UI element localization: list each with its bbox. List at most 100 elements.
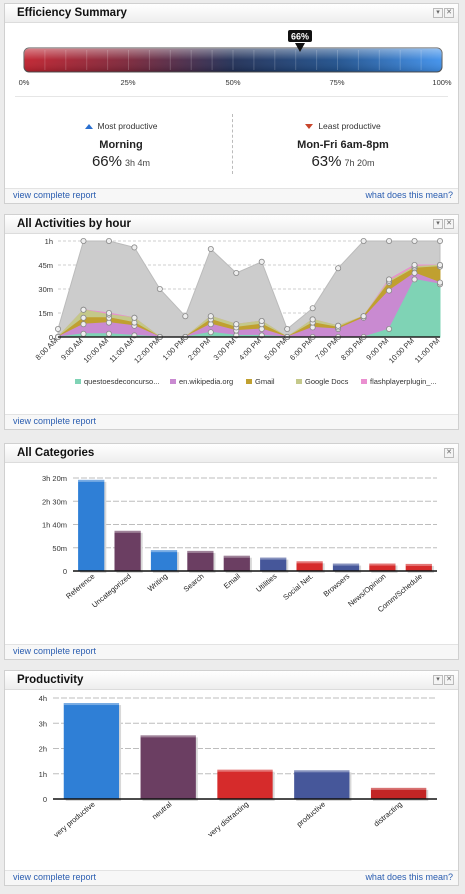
categories-panel: All Categories ✕ 0 50m 1h 40m 2h 30m 3h 20m R… bbox=[4, 443, 459, 660]
gauge-tick-label-100: 100% bbox=[432, 78, 452, 87]
gauge-tick-label-50: 50% bbox=[225, 78, 240, 87]
x-tick-label: Browsers bbox=[322, 571, 352, 598]
bar-search[interactable] bbox=[187, 550, 214, 571]
x-tick-label: 1:00 PM bbox=[161, 336, 187, 362]
data-point bbox=[105, 238, 112, 244]
data-point bbox=[182, 313, 189, 320]
bar-email[interactable] bbox=[223, 555, 250, 571]
data-point bbox=[436, 238, 443, 244]
bar-distracting[interactable] bbox=[370, 787, 427, 799]
data-point bbox=[156, 286, 163, 293]
minimize-icon[interactable]: ▾ bbox=[433, 8, 443, 18]
data-point bbox=[360, 313, 367, 320]
data-point bbox=[258, 258, 265, 265]
minimize-icon[interactable]: ▾ bbox=[433, 219, 443, 229]
x-tick-label: Social Net. bbox=[281, 572, 315, 602]
x-tick-label: productive bbox=[295, 800, 327, 829]
view-complete-report-link[interactable]: view complete report bbox=[13, 190, 97, 200]
bar-highlight bbox=[217, 769, 273, 772]
x-tick-label: Email bbox=[222, 571, 242, 590]
x-tick-label: Utilities bbox=[254, 571, 278, 594]
gauge-tick-label-75: 75% bbox=[329, 78, 344, 87]
activities-footer: view complete report bbox=[5, 414, 458, 429]
y-tick-label: 0 bbox=[43, 795, 47, 804]
least-productive-time: 7h 20m bbox=[344, 158, 375, 168]
activities-header: All Activities by hour ▾ ✕ bbox=[5, 215, 458, 234]
bar-highlight bbox=[63, 703, 120, 706]
categories-title: All Categories bbox=[17, 447, 95, 459]
bar-writing[interactable] bbox=[150, 550, 178, 571]
bar-news-opinion[interactable] bbox=[369, 563, 396, 571]
y-tick-label: 3h bbox=[39, 719, 47, 728]
gauge-tick-label-25: 25% bbox=[120, 78, 135, 87]
legend-label: questoesdeconcurso... bbox=[84, 377, 159, 386]
gauge-value-badge bbox=[288, 30, 312, 42]
efficiency-summary-header: Efficiency Summary ▾ ✕ bbox=[5, 4, 458, 23]
bar-neutral[interactable] bbox=[140, 735, 196, 799]
minimize-icon[interactable]: ▾ bbox=[433, 675, 443, 685]
data-point bbox=[386, 276, 393, 283]
bar-browsers[interactable] bbox=[332, 563, 360, 571]
legend-swatch bbox=[170, 379, 176, 384]
legend-label: en.wikipedia.org bbox=[179, 377, 233, 386]
data-point bbox=[284, 326, 291, 333]
bar-reference[interactable] bbox=[78, 479, 105, 571]
productivity-header: Productivity ▾ ✕ bbox=[5, 671, 458, 690]
bar-comm-schedule[interactable] bbox=[405, 563, 432, 571]
bar-very-productive[interactable] bbox=[63, 703, 120, 799]
x-tick-label: 11:00 AM bbox=[107, 336, 135, 364]
close-icon[interactable]: ✕ bbox=[444, 8, 454, 18]
least-productive-percent: 63% bbox=[311, 153, 342, 170]
x-tick-label: 8:00 AM bbox=[34, 336, 60, 362]
x-tick-label: 4:00 PM bbox=[237, 336, 263, 362]
data-point bbox=[436, 261, 443, 268]
most-productive-caption: Most productive bbox=[97, 121, 158, 131]
bar-very-distracting[interactable] bbox=[217, 769, 273, 799]
y-tick-label: 50m bbox=[52, 544, 67, 553]
data-point bbox=[335, 322, 342, 329]
efficiency-summary-title: Efficiency Summary bbox=[17, 7, 127, 19]
productivity-chart: 0 1h 2h 3h 4h very productive neutral very dist… bbox=[39, 694, 437, 840]
bar-highlight bbox=[223, 555, 250, 558]
bar-uncategorized[interactable] bbox=[114, 530, 141, 571]
data-point bbox=[55, 326, 62, 333]
productivity-panel: Productivity ▾ ✕ 0 1h 2h 3h 4h very productiv… bbox=[4, 670, 459, 886]
x-tick-label: 7:00 PM bbox=[313, 336, 339, 362]
categories-footer: view complete report bbox=[5, 644, 458, 659]
y-tick-label: 0 bbox=[49, 333, 53, 342]
y-tick-label: 0 bbox=[63, 567, 67, 576]
data-point bbox=[105, 330, 112, 337]
gauge-tick-label-0: 0% bbox=[19, 78, 30, 87]
legend-swatch bbox=[296, 379, 302, 384]
view-complete-report-link[interactable]: view complete report bbox=[13, 646, 97, 656]
close-icon[interactable]: ✕ bbox=[444, 448, 454, 458]
bar-social-net-[interactable] bbox=[296, 561, 323, 571]
x-tick-label: 2:00 PM bbox=[186, 336, 212, 362]
least-productive-caption: Least productive bbox=[318, 121, 381, 131]
most-productive-label: Morning bbox=[99, 139, 143, 151]
bar-highlight bbox=[405, 563, 432, 566]
bar-highlight bbox=[150, 550, 178, 553]
y-tick-label: 30m bbox=[38, 285, 53, 294]
view-complete-report-link[interactable]: view complete report bbox=[13, 872, 97, 882]
bar-highlight bbox=[114, 530, 141, 533]
view-complete-report-link[interactable]: view complete report bbox=[13, 416, 97, 426]
data-point bbox=[80, 330, 87, 337]
x-tick-label: Reference bbox=[64, 572, 96, 601]
least-productive-label: Mon-Fri 6am-8pm bbox=[297, 139, 389, 151]
y-tick-label: 1h bbox=[45, 237, 53, 246]
bar-utilities[interactable] bbox=[260, 557, 287, 571]
x-tick-label: 12:00 PM bbox=[132, 336, 161, 365]
bar-productive[interactable] bbox=[294, 770, 350, 799]
y-tick-label: 1h bbox=[39, 770, 47, 779]
legend-label: Gmail bbox=[255, 377, 275, 386]
x-tick-label: very productive bbox=[52, 800, 97, 840]
categories-chart: 0 50m 1h 40m 2h 30m 3h 20m ReferenceUncategor… bbox=[42, 474, 437, 614]
what-does-this-mean-link[interactable]: what does this mean? bbox=[365, 872, 453, 882]
close-icon[interactable]: ✕ bbox=[444, 219, 454, 229]
least-productive-block: Least productive Mon-Fri 6am-8pm 63% 7h 2… bbox=[253, 121, 433, 170]
close-icon[interactable]: ✕ bbox=[444, 675, 454, 685]
efficiency-gauge: 66% 0% 25% 50% 75% 100% bbox=[19, 30, 452, 87]
x-tick-label: 5:00 PM bbox=[262, 336, 288, 362]
what-does-this-mean-link[interactable]: what does this mean? bbox=[365, 190, 453, 200]
